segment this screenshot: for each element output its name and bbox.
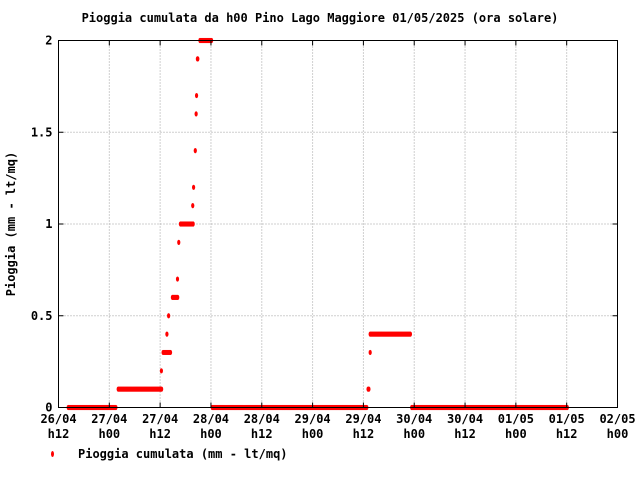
data-point (368, 349, 372, 356)
x-tick-label-hour: h00 (302, 427, 324, 441)
x-tick-label-hour: h12 (353, 427, 375, 441)
x-tick-label-day: 02/05 (599, 412, 635, 426)
data-point (177, 239, 181, 245)
grid-lines (58, 40, 618, 408)
data-point (191, 221, 195, 227)
x-tick-label-hour: h00 (200, 427, 222, 441)
x-tick-label-hour: h12 (454, 427, 476, 441)
y-tick-label: 1.5 (31, 125, 53, 139)
data-point (194, 111, 198, 117)
legend-label: Pioggia cumulata (mm - lt/mq) (78, 447, 288, 461)
data-point (176, 294, 180, 300)
chart-title: Pioggia cumulata da h00 Pino Lago Maggio… (81, 11, 559, 25)
x-tick-label-day: 27/04 (91, 412, 127, 426)
data-point (408, 331, 413, 337)
data-point (367, 386, 371, 392)
data-point (194, 92, 199, 99)
x-tick-label-day: 30/04 (396, 412, 432, 426)
x-tick-label-hour: h12 (149, 427, 171, 441)
x-tick-label-day: 28/04 (193, 412, 229, 426)
data-point (167, 313, 171, 319)
data-point (165, 331, 169, 337)
x-tick-label-day: 29/04 (295, 412, 331, 426)
data-point (191, 203, 195, 209)
x-tick-label-day: 01/05 (498, 412, 534, 426)
x-tick-label-day: 01/05 (549, 412, 585, 426)
x-tick-label-day: 26/04 (40, 412, 76, 426)
x-tick-label-day: 27/04 (142, 412, 178, 426)
data-point (193, 148, 197, 154)
legend-marker-icon (48, 446, 58, 462)
y-tick-label: 1 (45, 217, 52, 231)
y-tick-label: 2 (45, 34, 52, 48)
data-point (196, 56, 200, 62)
x-tick-label-day: 29/04 (345, 412, 381, 426)
data-point (191, 184, 196, 190)
data-point (168, 349, 173, 356)
data-point (159, 368, 164, 374)
legend: Pioggia cumulata (mm - lt/mq) (48, 446, 288, 462)
data-point (175, 276, 180, 282)
x-tick-label-hour: h00 (607, 427, 629, 441)
x-tick-label-day: 28/04 (244, 412, 280, 426)
x-tick-label-hour: h00 (98, 427, 120, 441)
axis-ticks: 00.511.5226/04h1227/04h0027/04h1228/04h0… (31, 34, 636, 442)
x-tick-label-day: 30/04 (447, 412, 483, 426)
x-tick-label-hour: h12 (251, 427, 273, 441)
y-tick-label: 0.5 (31, 309, 53, 323)
x-tick-label-hour: h12 (556, 427, 578, 441)
data-point (160, 386, 164, 392)
x-tick-label-hour: h12 (48, 427, 70, 441)
y-tick-label: 0 (45, 401, 52, 415)
x-tick-label-hour: h00 (403, 427, 425, 441)
x-tick-label-hour: h00 (505, 427, 527, 441)
